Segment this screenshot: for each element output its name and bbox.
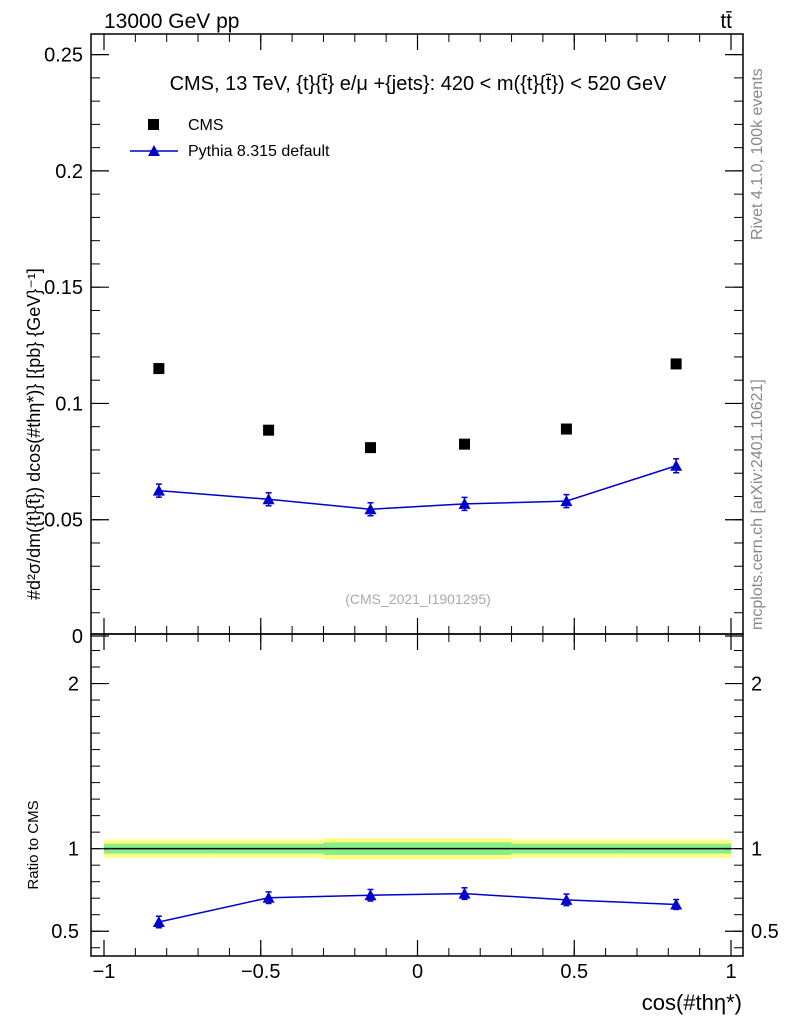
pythia-point bbox=[364, 503, 377, 515]
legend-cms-label: CMS bbox=[188, 117, 224, 134]
ratio-xtick-label: 1 bbox=[725, 961, 736, 983]
ratio-point bbox=[262, 891, 275, 903]
main-panel: CMS, 13 TeV, {t}{t̄} e/μ +{jets}: 420 < … bbox=[24, 33, 744, 648]
ratio-point bbox=[364, 889, 377, 901]
main-ytick-label: 0.1 bbox=[55, 393, 83, 415]
process-label: tt̄ bbox=[720, 10, 732, 33]
cms-point bbox=[364, 442, 376, 454]
main-ytick-label: 0.25 bbox=[44, 45, 83, 67]
main-ytick-label: 0.05 bbox=[44, 510, 83, 532]
pythia-point bbox=[152, 484, 165, 496]
ratio-frame bbox=[90, 633, 744, 957]
ratio-panel: 0.5 0.5 1 1 2 2 −1 −0.5 0 0.5 1 Ratio to CMS cos(#… bbox=[25, 633, 779, 1015]
legend-pythia-marker bbox=[148, 145, 160, 156]
pythia-line bbox=[158, 465, 677, 511]
ratio-point bbox=[560, 893, 573, 905]
ratio-ylabel: Ratio to CMS bbox=[25, 800, 42, 889]
pythia-point bbox=[458, 497, 471, 509]
watermark: (CMS_2021_I1901295) bbox=[345, 591, 491, 607]
main-ylabel: #d²σ/dm({t}{t̄}) dcos(#thη*)} [{pb} {GeV… bbox=[24, 268, 44, 600]
cms-point bbox=[153, 363, 165, 375]
ratio-ytick-label-right: 1 bbox=[751, 839, 762, 861]
x-axis-label: cos(#thη*) bbox=[642, 990, 742, 1015]
legend: CMS Pythia 8.315 default bbox=[130, 117, 330, 160]
ratio-xtick-label: 0 bbox=[412, 961, 423, 983]
main-ylabel-text: #d²σ/dm({t}{t̄}) dcos(#thη*)} [{pb} {GeV… bbox=[24, 268, 44, 600]
legend-cms-marker bbox=[148, 119, 159, 130]
ratio-ytick-label: 1 bbox=[68, 839, 79, 861]
pythia-point bbox=[670, 459, 683, 471]
cms-point bbox=[459, 438, 471, 450]
pythia-point bbox=[262, 493, 275, 505]
ratio-ytick-label: 0.5 bbox=[51, 921, 79, 943]
ratio-xtick-label: −0.5 bbox=[241, 961, 280, 983]
ratio-xtick-label: 0.5 bbox=[560, 961, 588, 983]
ratio-ytick-label-right: 0.5 bbox=[751, 921, 779, 943]
main-ytick-label: 0 bbox=[72, 626, 83, 648]
ratio-xtick-label: −1 bbox=[93, 961, 116, 983]
rivet-label: Rivet 4.1.0, 100k events bbox=[749, 68, 766, 240]
ratio-point bbox=[670, 898, 683, 910]
cms-point bbox=[560, 423, 572, 435]
mcplots-label: mcplots.cern.ch [arXiv:2401.10621] bbox=[749, 379, 766, 630]
main-ytick-label: 0.2 bbox=[55, 161, 83, 183]
ratio-ytick-label: 2 bbox=[68, 674, 79, 696]
chart-title: CMS, 13 TeV, {t}{t̄} e/μ +{jets}: 420 < … bbox=[170, 73, 668, 95]
ratio-line bbox=[158, 892, 677, 923]
ratio-ytick-label-right: 2 bbox=[751, 674, 762, 696]
ratio-point bbox=[458, 887, 471, 899]
cms-point bbox=[670, 358, 682, 370]
ratio-point bbox=[152, 915, 165, 927]
energy-label: 13000 GeV pp bbox=[104, 10, 239, 33]
main-ytick-label: 0.15 bbox=[44, 277, 83, 299]
pythia-point bbox=[560, 495, 573, 507]
cms-point bbox=[263, 424, 275, 436]
legend-pythia-label: Pythia 8.315 default bbox=[188, 143, 330, 160]
